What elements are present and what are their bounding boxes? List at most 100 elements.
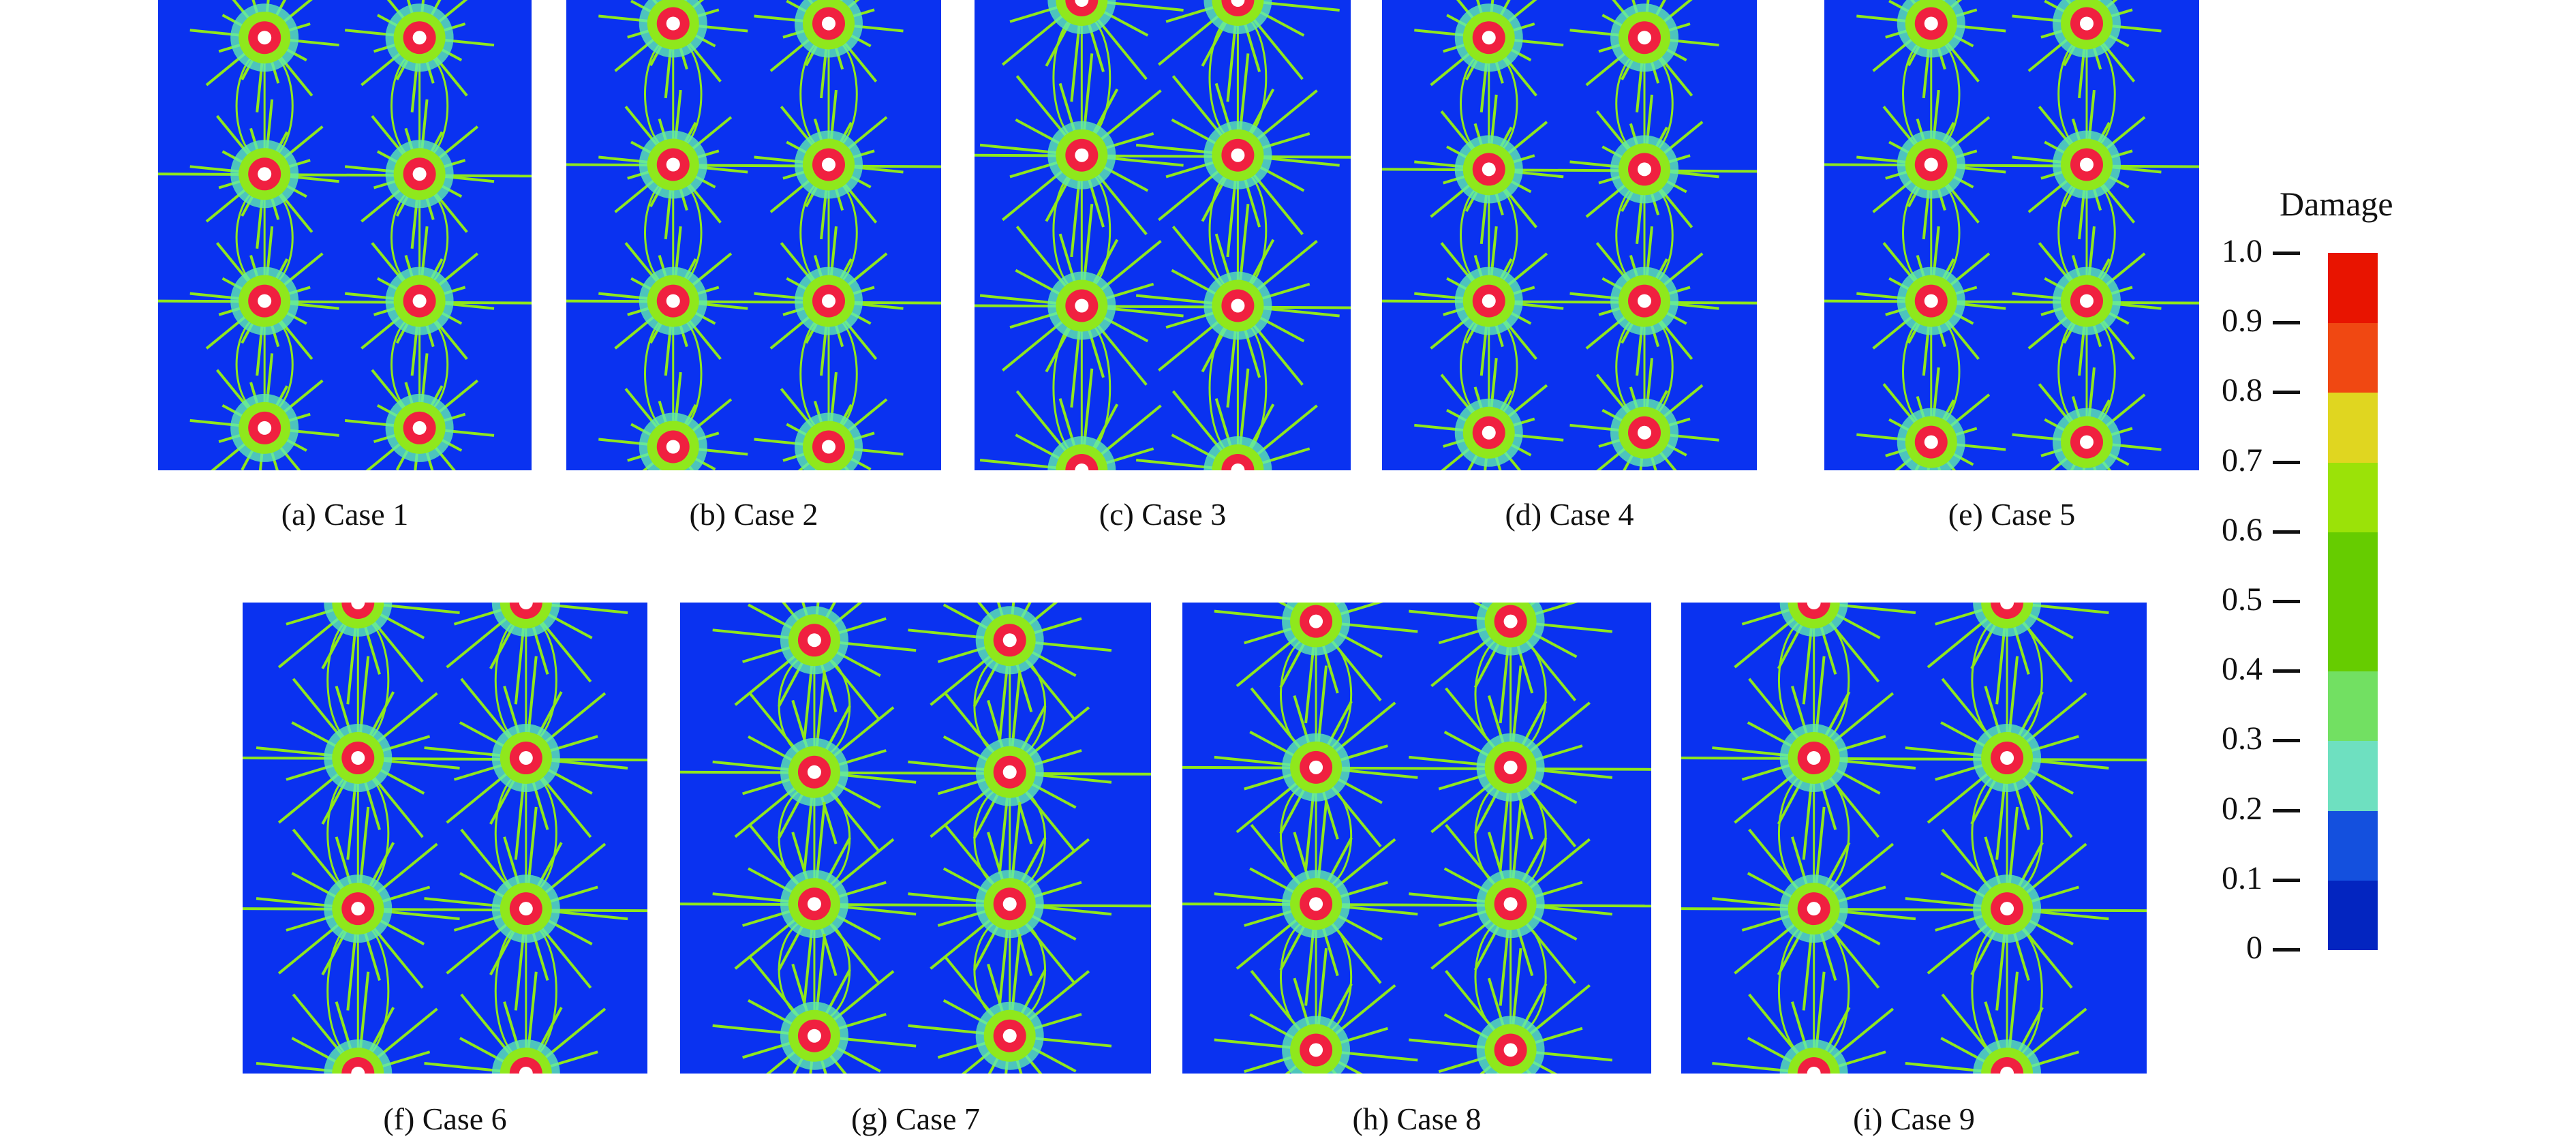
blast-hole [1924, 157, 1938, 172]
blast-hole [1638, 294, 1651, 308]
fully-damaged-zone [1991, 603, 2024, 619]
blast-hole-damage-zone [1409, 947, 1613, 1074]
blast-hole [1002, 633, 1017, 648]
colorbar-tick [2273, 878, 2300, 882]
fully-damaged-zone [1797, 603, 1830, 619]
colorbar-segment [2328, 322, 2378, 393]
panel-caption: (f) Case 6 [383, 1101, 507, 1136]
horizontal-crack [1182, 902, 1651, 908]
horizontal-crack [1681, 757, 2147, 762]
blast-hole [1075, 148, 1089, 162]
blast-hole-damage-zone [1214, 665, 1418, 870]
blast-hole [1075, 299, 1089, 313]
blast-hole-damage-zone [1414, 358, 1564, 470]
horizontal-crack [1182, 765, 1651, 771]
blast-hole [1807, 751, 1821, 765]
fully-damaged-zone [1221, 454, 1255, 470]
colorbar-segment [2328, 671, 2378, 742]
blast-hole [1638, 31, 1651, 45]
blast-hole [412, 31, 427, 45]
blast-hole-damage-zone [1414, 0, 1564, 112]
blast-hole-damage-zone [754, 371, 904, 470]
horizontal-crack [1382, 299, 1757, 305]
colorbar-tick [2273, 252, 2300, 255]
blast-hole-damage-zone [277, 603, 460, 705]
blast-hole-damage-zone [1712, 656, 1916, 860]
blast-hole [1924, 435, 1938, 449]
colorbar-tick-label: 0.8 [2222, 372, 2263, 409]
blast-hole-damage-zone [598, 226, 748, 376]
blast-hole-damage-zone [979, 368, 1162, 470]
panel-caption: (g) Case 7 [850, 1101, 981, 1136]
blast-hole [1924, 294, 1938, 308]
blast-hole-damage-zone [1927, 603, 2109, 705]
blast-hole-damage-zone [908, 670, 1112, 874]
blast-hole [666, 440, 680, 454]
blast-hole [1503, 1043, 1518, 1057]
blast-hole [822, 294, 835, 308]
blast-hole-damage-zone [1214, 802, 1418, 1006]
blast-hole [519, 603, 533, 609]
blast-hole-damage-zone [424, 806, 628, 1011]
blast-hole [1638, 425, 1651, 440]
blast-hole-damage-zone [1905, 806, 2109, 1011]
horizontal-crack [243, 757, 647, 762]
blast-hole-damage-zone [712, 802, 917, 1006]
colorbar-segment [2328, 810, 2378, 881]
blast-hole-damage-zone [424, 971, 607, 1074]
blast-hole [1231, 299, 1245, 313]
blast-hole [1482, 31, 1496, 45]
blast-hole [258, 31, 272, 45]
blast-hole [351, 1067, 365, 1074]
colorbar-tick-label: 0.7 [2222, 442, 2263, 478]
blast-hole-damage-zone [256, 656, 460, 860]
blast-hole-damage-zone [1569, 358, 1719, 470]
colorbar-tick [2273, 948, 2300, 952]
colorbar-tick [2273, 460, 2300, 464]
blast-hole-damage-zone [2012, 226, 2162, 376]
blast-hole-damage-zone [344, 353, 495, 470]
horizontal-crack [680, 770, 1151, 776]
blast-hole-damage-zone [1856, 0, 2006, 99]
blast-hole [1638, 162, 1651, 177]
blast-hole [1503, 614, 1518, 628]
blast-hole [2080, 16, 2094, 31]
fully-damaged-zone [1065, 454, 1099, 470]
fully-damaged-zone [1221, 0, 1255, 16]
blast-hole-damage-zone [256, 806, 460, 1011]
blast-hole-damage-zone [712, 603, 917, 742]
horizontal-crack [566, 163, 941, 168]
blast-hole-damage-zone [446, 603, 628, 705]
blast-hole [1075, 463, 1089, 470]
blast-hole-damage-zone [256, 971, 438, 1074]
blast-hole [412, 294, 427, 308]
blast-hole [1231, 148, 1245, 162]
blast-hole-damage-zone [1569, 0, 1719, 112]
panel-caption: (b) Case 2 [689, 497, 818, 532]
panel-background [1824, 0, 2199, 470]
horizontal-crack [158, 172, 532, 178]
colorbar-tick-label: 0.1 [2222, 859, 2263, 896]
blast-hole [1482, 162, 1496, 177]
colorbar-tick [2273, 669, 2300, 673]
horizontal-crack [243, 907, 647, 913]
damage-contour-panel [1681, 603, 2147, 1074]
blast-hole-damage-zone [712, 670, 917, 874]
blast-hole [351, 603, 365, 609]
colorbar-tick [2273, 391, 2300, 395]
colorbar-tick [2273, 808, 2300, 812]
blast-hole-damage-zone [1158, 0, 1340, 102]
panel-background [1382, 0, 1757, 470]
damage-contour-panel [1182, 603, 1651, 1074]
blast-hole-damage-zone [1135, 368, 1318, 470]
damage-contour-panel [1824, 0, 2199, 470]
blast-hole-damage-zone [1135, 53, 1340, 258]
blast-hole-damage-zone [979, 53, 1184, 258]
panel-background [158, 0, 532, 470]
blast-hole-damage-zone [2012, 367, 2162, 470]
blast-hole [519, 751, 533, 765]
blast-hole [1807, 902, 1821, 916]
colorbar-tick [2273, 321, 2300, 325]
damage-contour-panel [1382, 0, 1757, 470]
blast-hole [822, 157, 835, 172]
